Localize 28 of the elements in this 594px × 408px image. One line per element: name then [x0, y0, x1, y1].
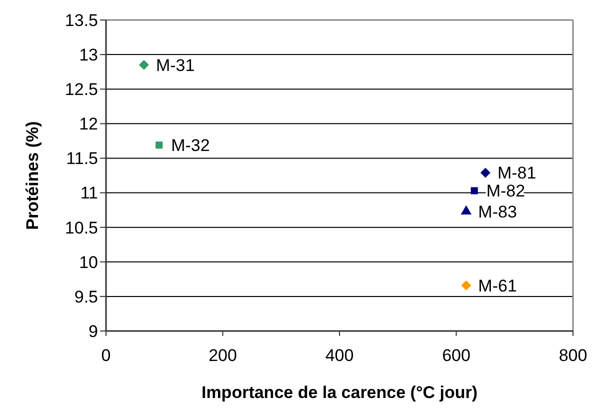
series-label: M-32 [171, 136, 210, 156]
y-tick-label: 9.5 [74, 287, 98, 306]
x-axis-title: Importance de la carence (°C jour) [201, 383, 478, 402]
series-label: M-81 [497, 164, 536, 183]
y-tick-label: 12.5 [64, 80, 98, 100]
y-tick-label: 10.5 [64, 218, 98, 238]
point [156, 142, 163, 149]
x-tick-label: 600 [442, 346, 470, 365]
y-tick-label: 12 [79, 114, 98, 134]
y-tick-label: 13.5 [64, 10, 98, 30]
x-tick-label: 800 [558, 346, 588, 365]
y-tick-label: 9 [88, 322, 98, 341]
point [480, 168, 490, 178]
y-tick-label: 11 [80, 184, 98, 203]
point [461, 280, 472, 290]
series-label: M-31 [156, 56, 195, 75]
x-tick-label: 400 [325, 346, 354, 365]
point [138, 60, 149, 70]
x-tick-label: 200 [208, 346, 237, 365]
x-tick-label: 0 [101, 346, 111, 365]
y-axis-title: Protéines (%) [23, 121, 42, 230]
y-tick-label: 13 [79, 46, 98, 65]
y-tick-label: 11.5 [66, 149, 98, 168]
series-label: M-83 [478, 202, 517, 222]
y-tick-label: 10 [79, 252, 98, 272]
series-label: M-61 [478, 276, 517, 296]
point [470, 187, 478, 194]
point [460, 205, 472, 215]
